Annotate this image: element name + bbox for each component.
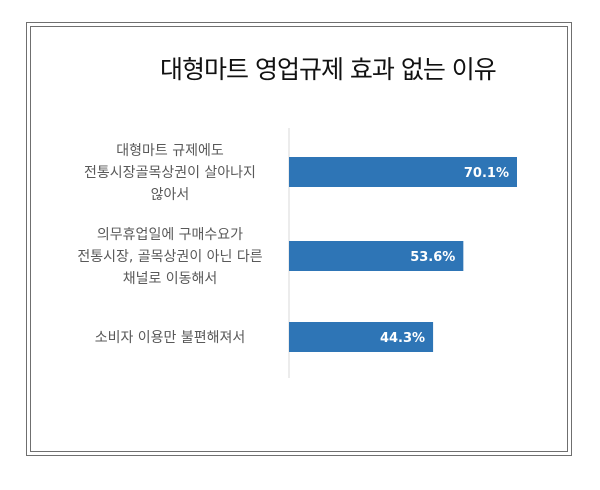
category-label-2-line-1: 의무휴업일에 구매수요가	[97, 227, 243, 243]
category-label-2-line-2: 전통시장, 골목상권이 아닌 다른	[77, 249, 262, 265]
category-label-2-line-3: 채널로 이동해서	[123, 271, 218, 287]
bar-value-label-3: 44.3%	[380, 331, 425, 346]
category-label-1-line-2: 전통시장골목상권이 살아나지	[84, 165, 256, 181]
chart-frame-outer	[26, 22, 572, 456]
bar-2	[289, 241, 464, 271]
chart-frame-inner	[30, 26, 568, 452]
chart-title: 대형마트 영업규제 효과 없는 이유	[160, 55, 497, 84]
bar-1	[289, 157, 517, 187]
bar-value-label-2: 53.6%	[410, 250, 455, 265]
bar-3	[289, 322, 434, 352]
category-label-3-line-1: 소비자 이용만 불편해져서	[95, 330, 246, 346]
category-label-1-line-1: 대형마트 규제에도	[116, 143, 224, 159]
category-label-1-line-3: 않아서	[151, 187, 190, 203]
bar-value-label-1: 70.1%	[464, 166, 509, 181]
